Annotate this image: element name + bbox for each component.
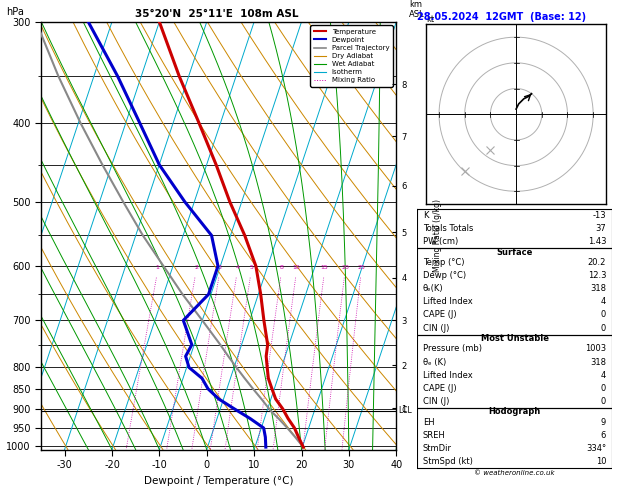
Text: 5: 5: [249, 265, 253, 270]
Text: 3: 3: [218, 265, 222, 270]
Text: SREH: SREH: [423, 431, 445, 440]
Text: LCL: LCL: [399, 406, 413, 416]
Text: 35°20'N  25°11'E  108m ASL: 35°20'N 25°11'E 108m ASL: [135, 9, 299, 19]
Text: 20: 20: [341, 265, 349, 270]
Text: © weatheronline.co.uk: © weatheronline.co.uk: [474, 470, 555, 476]
Text: 2: 2: [194, 265, 198, 270]
Text: CIN (J): CIN (J): [423, 397, 449, 406]
Text: 0: 0: [601, 383, 606, 393]
Text: 10: 10: [292, 265, 301, 270]
Text: 4: 4: [235, 265, 240, 270]
Text: 20.2: 20.2: [587, 258, 606, 267]
Text: kt: kt: [426, 15, 434, 24]
Text: Totals Totals: Totals Totals: [423, 224, 473, 233]
Text: 318: 318: [590, 284, 606, 294]
Text: Lifted Index: Lifted Index: [423, 297, 472, 306]
Text: 334°: 334°: [586, 444, 606, 453]
Text: 10: 10: [596, 457, 606, 466]
Text: θₑ(K): θₑ(K): [423, 284, 443, 294]
Text: 9: 9: [601, 417, 606, 427]
Text: PW (cm): PW (cm): [423, 237, 458, 246]
Text: 8: 8: [280, 265, 284, 270]
Text: K: K: [423, 211, 428, 220]
Text: CAPE (J): CAPE (J): [423, 311, 457, 319]
Text: km
ASL: km ASL: [409, 0, 425, 19]
Text: StmDir: StmDir: [423, 444, 452, 453]
Text: 0: 0: [601, 397, 606, 406]
Text: 1: 1: [156, 265, 160, 270]
Text: 25: 25: [357, 265, 365, 270]
Text: 0: 0: [601, 311, 606, 319]
Text: 318: 318: [590, 358, 606, 366]
Text: 15: 15: [321, 265, 328, 270]
Text: Temp (°C): Temp (°C): [423, 258, 464, 267]
Text: Mixing Ratio (g/kg): Mixing Ratio (g/kg): [433, 199, 442, 272]
Text: hPa: hPa: [6, 7, 24, 17]
Text: StmSpd (kt): StmSpd (kt): [423, 457, 473, 466]
Text: 4: 4: [601, 297, 606, 306]
Text: θₑ (K): θₑ (K): [423, 358, 446, 366]
Text: -13: -13: [593, 211, 606, 220]
X-axis label: Dewpoint / Temperature (°C): Dewpoint / Temperature (°C): [144, 475, 293, 486]
Text: Surface: Surface: [496, 248, 533, 257]
Text: 4: 4: [601, 370, 606, 380]
Text: 37: 37: [596, 224, 606, 233]
Text: CIN (J): CIN (J): [423, 324, 449, 332]
Text: EH: EH: [423, 417, 435, 427]
Text: Dewp (°C): Dewp (°C): [423, 271, 466, 280]
Text: Lifted Index: Lifted Index: [423, 370, 472, 380]
Text: 1003: 1003: [585, 345, 606, 353]
Text: 0: 0: [601, 324, 606, 332]
Text: Most Unstable: Most Unstable: [481, 334, 548, 343]
Text: 1.43: 1.43: [587, 237, 606, 246]
Text: 28.05.2024  12GMT  (Base: 12): 28.05.2024 12GMT (Base: 12): [417, 12, 586, 22]
Text: 12.3: 12.3: [587, 271, 606, 280]
Legend: Temperature, Dewpoint, Parcel Trajectory, Dry Adiabat, Wet Adiabat, Isotherm, Mi: Temperature, Dewpoint, Parcel Trajectory…: [310, 25, 392, 87]
Text: 6: 6: [601, 431, 606, 440]
Text: CAPE (J): CAPE (J): [423, 383, 457, 393]
Text: Pressure (mb): Pressure (mb): [423, 345, 482, 353]
Text: Hodograph: Hodograph: [488, 407, 541, 416]
